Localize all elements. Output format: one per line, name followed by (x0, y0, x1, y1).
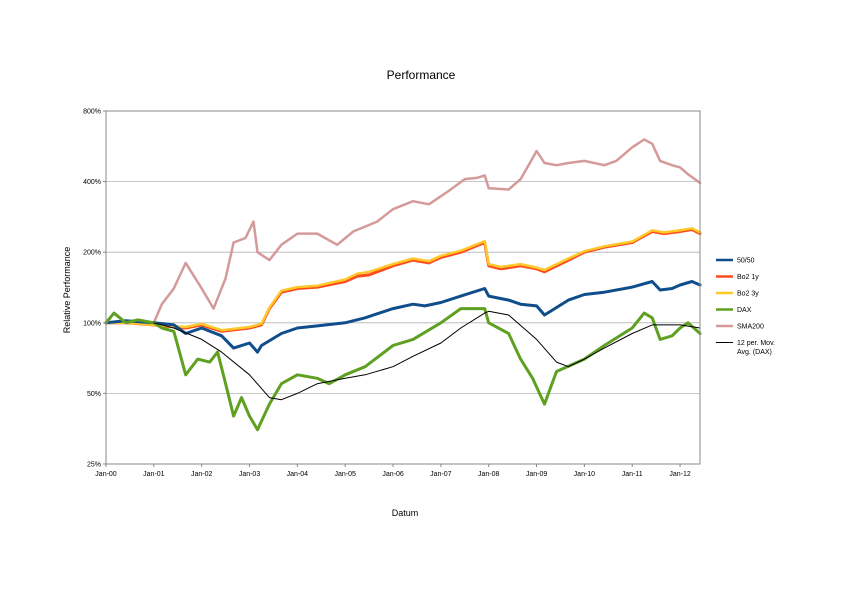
legend-entry-line: Avg. (DAX) (737, 349, 772, 356)
x-tick-label: Jan-06 (382, 471, 404, 478)
x-tick-label: Jan-00 (95, 471, 117, 478)
x-axis-label: Datum (392, 508, 419, 518)
legend-entry-line: 12 per. Mov. (737, 340, 775, 347)
legend-entry-line: SMA200 (737, 324, 764, 331)
series-line-50-50 (104, 280, 702, 354)
legend-entry-line: 50/50 (737, 258, 755, 265)
series-group (104, 138, 702, 432)
x-tick-label: Jan-02 (191, 471, 213, 478)
legend-entry-line: Bo2 3y (737, 291, 759, 298)
x-tick-label: Jan-05 (334, 471, 356, 478)
x-tick-label: Jan-08 (478, 471, 500, 478)
series-line-12-per-mov-avg-dax (153, 310, 701, 401)
x-axis-ticks: Jan-00 Jan-01 Jan-02 Jan-03 Jan-04 Jan-05 Jan-… (95, 464, 691, 478)
x-tick-label: Jan-04 (287, 471, 309, 478)
x-tick-label: Jan-11 (622, 471, 643, 478)
series-line-sma200 (104, 138, 702, 325)
y-axis-ticks: 25% 50% 100% 200% 400% 800% (83, 109, 106, 469)
x-tick-label: Jan-09 (526, 471, 548, 478)
x-tick-label: Jan-12 (669, 471, 691, 478)
y-axis-label: Relative Performance (62, 247, 72, 334)
y-tick-label: 100% (83, 320, 101, 327)
legend-entry: 50/50 (737, 258, 755, 265)
series-line-bo2-3y (104, 227, 702, 332)
legend-entry: DAX (737, 307, 752, 314)
legend-entry: SMA200 (737, 324, 764, 331)
legend-entry: Bo2 1y (737, 274, 759, 281)
legend: 50/50 Bo2 1y Bo2 3y DAX SMA200 12 per. Mov. Av… (716, 258, 775, 356)
legend-entry-line: DAX (737, 307, 752, 314)
legend-entry: 12 per. Mov. Avg. (DAX) (737, 340, 775, 356)
plot-area (105, 110, 701, 465)
x-tick-label: Jan-07 (430, 471, 452, 478)
x-tick-label: Jan-01 (143, 471, 165, 478)
y-tick-label: 50% (87, 391, 101, 398)
legend-entry-line: Bo2 1y (737, 274, 759, 281)
legend-entry: Bo2 3y (737, 291, 759, 298)
y-tick-label: 800% (83, 109, 101, 116)
chart-title: Performance (387, 68, 456, 82)
series-line-dax (104, 307, 702, 432)
y-tick-label: 25% (87, 462, 101, 469)
x-tick-label: Jan-03 (239, 471, 261, 478)
y-tick-label: 400% (83, 179, 101, 186)
x-tick-label: Jan-10 (574, 471, 596, 478)
y-tick-label: 200% (83, 250, 101, 257)
